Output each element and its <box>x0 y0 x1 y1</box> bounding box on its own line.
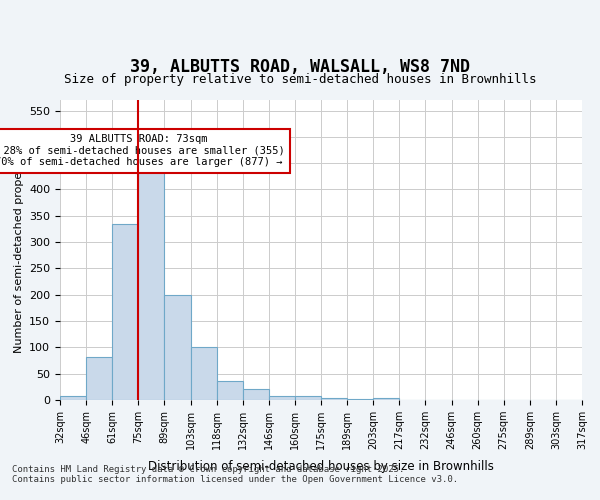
Bar <box>373 398 400 400</box>
Bar <box>191 347 217 400</box>
Bar <box>295 396 321 400</box>
X-axis label: Distribution of semi-detached houses by size in Brownhills: Distribution of semi-detached houses by … <box>148 460 494 473</box>
Bar <box>242 390 269 400</box>
Bar <box>112 224 139 400</box>
Bar <box>164 294 191 400</box>
Bar <box>60 396 86 400</box>
Text: Size of property relative to semi-detached houses in Brownhills: Size of property relative to semi-detach… <box>64 74 536 86</box>
Bar <box>269 396 295 400</box>
Bar <box>86 357 112 400</box>
Text: 39, ALBUTTS ROAD, WALSALL, WS8 7ND: 39, ALBUTTS ROAD, WALSALL, WS8 7ND <box>130 58 470 76</box>
Bar <box>139 159 164 400</box>
Y-axis label: Number of semi-detached properties: Number of semi-detached properties <box>14 147 23 353</box>
Text: 39 ALBUTTS ROAD: 73sqm
← 28% of semi-detached houses are smaller (355)
70% of se: 39 ALBUTTS ROAD: 73sqm ← 28% of semi-det… <box>0 134 285 168</box>
Bar <box>217 380 243 400</box>
Bar <box>321 398 347 400</box>
Text: Contains HM Land Registry data © Crown copyright and database right 2025.
Contai: Contains HM Land Registry data © Crown c… <box>12 465 458 484</box>
